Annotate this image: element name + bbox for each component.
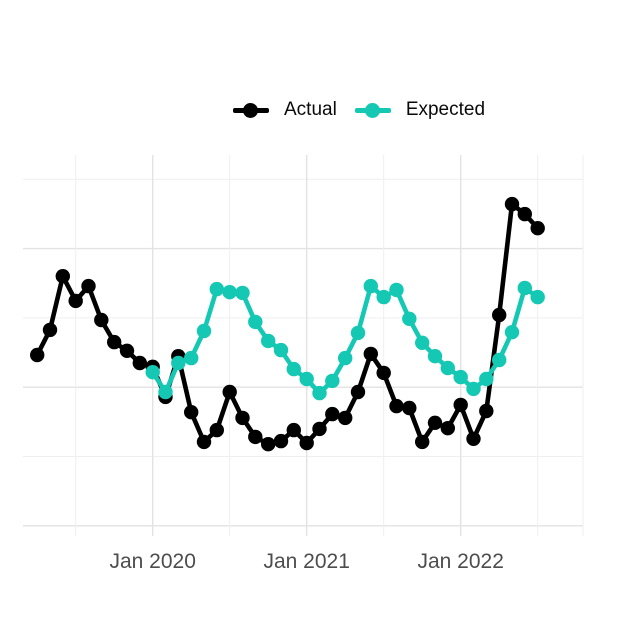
series-point-actual bbox=[299, 435, 314, 451]
series-point-expected bbox=[145, 365, 160, 380]
series-point-actual bbox=[184, 405, 199, 420]
series-line-actual bbox=[34, 201, 541, 447]
legend-key-expected-icon bbox=[354, 102, 391, 118]
series-point-actual bbox=[350, 384, 366, 400]
series-point-expected bbox=[171, 355, 186, 371]
series-point-expected bbox=[415, 335, 430, 350]
series-point-expected bbox=[363, 278, 378, 294]
series-point-expected bbox=[196, 323, 212, 339]
series-point-expected bbox=[209, 281, 224, 297]
series-point-expected bbox=[273, 342, 289, 358]
legend-item-expected: Expected bbox=[354, 99, 486, 120]
series-point-expected bbox=[261, 333, 276, 349]
series-point-expected bbox=[402, 311, 417, 326]
series-point-actual bbox=[427, 415, 443, 430]
series-point-actual bbox=[196, 434, 212, 450]
series-point-expected bbox=[338, 350, 353, 366]
series-point-expected bbox=[299, 371, 314, 387]
legend-item-actual: Actual bbox=[233, 100, 337, 120]
series-point-actual bbox=[273, 433, 289, 449]
series-point-expected bbox=[466, 381, 481, 397]
x-axis-tick-jan-2020: Jan 2020 bbox=[109, 550, 196, 573]
series-point-actual bbox=[286, 422, 301, 438]
series-point-expected bbox=[440, 360, 455, 376]
series-point-expected bbox=[222, 285, 237, 300]
series-point-actual bbox=[235, 410, 250, 426]
chart-legend: Actual Expected bbox=[233, 100, 485, 120]
series-point-expected bbox=[479, 371, 494, 387]
series-point-expected bbox=[504, 325, 520, 340]
series-point-actual bbox=[30, 347, 45, 363]
series-point-actual bbox=[466, 431, 481, 446]
series-point-actual bbox=[42, 322, 58, 338]
series-point-expected bbox=[492, 352, 507, 368]
series-point-actual bbox=[338, 410, 353, 426]
series-point-expected bbox=[376, 289, 391, 305]
legend-label-actual: Actual bbox=[284, 99, 337, 120]
legend-key-actual-icon bbox=[233, 102, 269, 118]
series-point-expected bbox=[248, 314, 263, 330]
series-point-actual bbox=[453, 397, 468, 413]
series-point-actual bbox=[363, 346, 378, 362]
series-point-expected bbox=[312, 385, 327, 401]
x-axis-tick-jan-2021: Jan 2021 bbox=[263, 550, 350, 573]
series-point-actual bbox=[402, 400, 417, 416]
series-point-actual bbox=[312, 421, 327, 437]
series-point-expected bbox=[158, 384, 173, 400]
series-point-actual bbox=[107, 334, 122, 350]
series-point-actual bbox=[248, 429, 263, 445]
series-point-expected bbox=[235, 285, 250, 301]
series-point-expected bbox=[427, 349, 443, 364]
series-point-actual bbox=[479, 403, 494, 419]
series-point-expected bbox=[325, 373, 340, 389]
series-point-actual bbox=[492, 307, 507, 323]
series-point-actual bbox=[530, 221, 545, 236]
series-point-actual bbox=[81, 278, 96, 294]
series-point-expected bbox=[453, 369, 468, 385]
x-axis-tick-jan-2022: Jan 2022 bbox=[417, 550, 504, 573]
series-point-actual bbox=[68, 293, 83, 309]
series-point-actual bbox=[94, 312, 109, 328]
series-point-actual bbox=[415, 434, 430, 450]
series-point-actual bbox=[504, 196, 520, 212]
legend-label-expected: Expected bbox=[405, 99, 486, 120]
series-point-actual bbox=[440, 421, 455, 436]
series-point-actual bbox=[325, 406, 340, 422]
series-point-expected bbox=[184, 350, 199, 366]
series-point-actual bbox=[517, 206, 532, 222]
series-point-expected bbox=[517, 280, 532, 296]
series-point-actual bbox=[119, 343, 135, 358]
series-point-actual bbox=[261, 437, 276, 452]
series-point-actual bbox=[132, 355, 147, 371]
series-point-actual bbox=[209, 422, 224, 438]
series-point-actual bbox=[55, 269, 70, 284]
series-point-expected bbox=[530, 289, 545, 305]
series-point-expected bbox=[286, 361, 301, 377]
series-point-expected bbox=[350, 325, 366, 341]
series-point-actual bbox=[389, 398, 404, 414]
series-point-expected bbox=[389, 282, 404, 298]
series-point-actual bbox=[222, 384, 237, 400]
series-point-actual bbox=[376, 365, 391, 381]
